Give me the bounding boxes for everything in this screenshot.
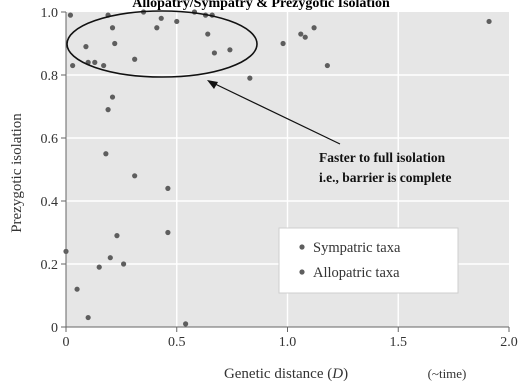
allopatric-point: [105, 107, 111, 113]
sympatric-point: [154, 25, 160, 31]
allopatric-point: [132, 173, 138, 179]
legend-marker-sympatric: [299, 244, 305, 250]
allopatric-point: [85, 314, 91, 321]
sympatric-point: [205, 31, 211, 37]
highlight-ellipse: [66, 10, 258, 78]
annotation-line-1: Faster to full isolation: [319, 150, 446, 165]
allopatric-point: [109, 94, 116, 100]
chart-title: Allopatry/Sympatry & Prezygotic Isolatio…: [132, 0, 390, 11]
sympatric-point: [227, 47, 233, 53]
allopatric-point: [101, 62, 107, 69]
allopatric-point: [311, 25, 317, 31]
allopatric-point: [114, 233, 120, 239]
y-tick-label: 0.2: [41, 258, 59, 273]
sympatric-point: [132, 56, 138, 62]
sympatric-point: [211, 50, 218, 56]
x-tick-label: 0.5: [168, 335, 186, 350]
legend-box: [278, 227, 459, 294]
sympatric-point: [112, 40, 118, 47]
annotation-arrowhead: [207, 80, 218, 89]
allopatric-point: [74, 286, 80, 292]
y-tick-label: 0: [51, 321, 58, 336]
y-tick-label: 1.0: [41, 6, 59, 21]
sympatric-point: [174, 18, 180, 25]
legend-label-sympatric: Sympatric taxa: [313, 240, 401, 256]
allopatric-point: [107, 255, 113, 261]
x-tick-label: 0: [63, 335, 70, 350]
sympatric-point: [67, 12, 74, 18]
allopatric-point: [103, 151, 109, 157]
allopatric-point: [96, 264, 102, 270]
allopatric-point: [70, 62, 76, 69]
allopatric-point: [247, 75, 253, 81]
annotation-arrow-line: [210, 81, 341, 145]
y-tick-label: 0.4: [41, 195, 59, 210]
sympatric-point: [92, 59, 98, 65]
x-tick-label: 1.0: [279, 335, 297, 350]
x-tick-label: 1.5: [390, 335, 408, 350]
sympatric-point: [158, 15, 164, 21]
annotation-line-2: i.e., barrier is complete: [319, 170, 451, 185]
legend-marker-allopatric: [299, 269, 305, 275]
allopatric-point: [120, 261, 127, 267]
sympatric-point: [109, 25, 116, 31]
x-tick-label: 2.0: [500, 335, 518, 350]
y-tick-label: 0.6: [41, 132, 59, 147]
x-axis-label: Genetic distance (D): [224, 366, 348, 382]
allopatric-point: [165, 229, 171, 236]
allopatric-point: [302, 34, 308, 40]
allopatric-point: [183, 321, 189, 327]
allopatric-point: [280, 40, 286, 47]
y-axis-label: Prezygotic isolation: [9, 113, 25, 233]
legend: Sympatric taxa Allopatric taxa: [278, 227, 459, 294]
allopatric-point: [165, 185, 171, 191]
legend-label-allopatric: Allopatric taxa: [313, 265, 400, 281]
allopatric-point: [486, 18, 492, 25]
allopatric-point: [324, 62, 330, 69]
sympatric-point: [83, 44, 89, 50]
y-tick-label: 0.8: [41, 69, 59, 84]
x-axis-note: (~time): [428, 366, 467, 381]
allopatric-point: [298, 31, 304, 37]
